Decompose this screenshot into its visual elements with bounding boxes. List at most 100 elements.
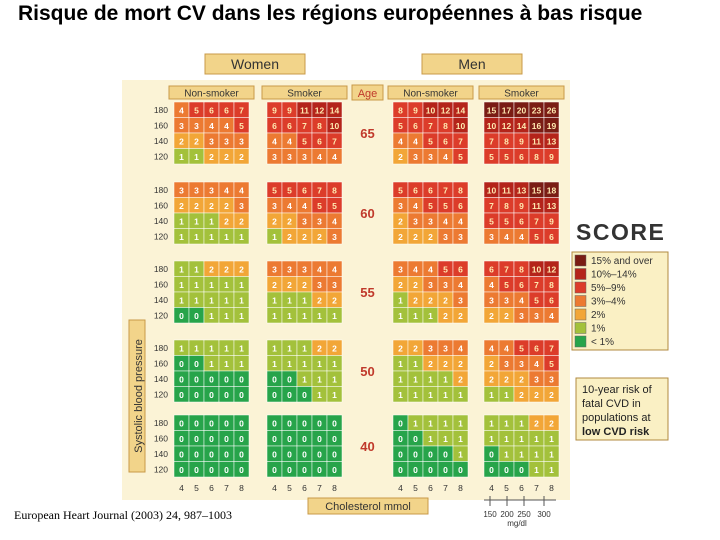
risk-cell-value: 0 bbox=[317, 434, 322, 444]
risk-cell-value: 0 bbox=[239, 465, 244, 475]
cholesterol-tick-label: 8 bbox=[549, 483, 554, 493]
risk-cell-value: 6 bbox=[458, 264, 463, 274]
risk-cell bbox=[233, 148, 250, 165]
risk-cell-value: 1 bbox=[398, 295, 403, 305]
risk-cell-value: 2 bbox=[519, 390, 524, 400]
xlabel-box bbox=[307, 497, 429, 515]
risk-cell-value: 6 bbox=[224, 105, 229, 115]
risk-cell-value: 0 bbox=[332, 449, 337, 459]
risk-cell-value: 0 bbox=[194, 359, 199, 369]
risk-cell-value: 3 bbox=[332, 280, 337, 290]
risk-cell-value: 2 bbox=[443, 295, 448, 305]
risk-cell-value: 1 bbox=[302, 343, 307, 353]
risk-cell-value: 7 bbox=[317, 185, 322, 195]
risk-cell-value: 3 bbox=[428, 280, 433, 290]
sbp-tick-label: 140 bbox=[154, 295, 168, 305]
risk-cell-value: 2 bbox=[489, 374, 494, 384]
risk-cell-value: 0 bbox=[194, 311, 199, 321]
risk-cell-value: 5 bbox=[504, 152, 509, 162]
risk-cell-value: 2 bbox=[534, 390, 539, 400]
risk-cell-value: 1 bbox=[428, 374, 433, 384]
risk-cell-value: 1 bbox=[458, 390, 463, 400]
smoking-header-2: Smoker bbox=[287, 89, 322, 100]
risk-cell-value: 0 bbox=[194, 418, 199, 428]
risk-cell-value: 3 bbox=[194, 185, 199, 195]
risk-cell-value: 12 bbox=[502, 121, 512, 131]
risk-cell-value: 1 bbox=[179, 280, 184, 290]
cholesterol-tick-label: 6 bbox=[209, 483, 214, 493]
risk-cell-value: 2 bbox=[224, 264, 229, 274]
risk-cell-value: 5 bbox=[443, 201, 448, 211]
risk-cell-value: 6 bbox=[549, 232, 554, 242]
risk-cell-value: 1 bbox=[194, 295, 199, 305]
risk-cell-value: 1 bbox=[209, 359, 214, 369]
risk-cell-value: 3 bbox=[272, 264, 277, 274]
risk-cell-value: 4 bbox=[302, 201, 307, 211]
risk-cell-value: 0 bbox=[302, 449, 307, 459]
risk-cell-value: 1 bbox=[272, 359, 277, 369]
legend-label: 15% and over bbox=[591, 256, 653, 267]
risk-cell-value: 0 bbox=[239, 449, 244, 459]
sbp-tick-label: 160 bbox=[154, 358, 168, 368]
sbp-tick-label: 120 bbox=[154, 231, 168, 241]
risk-cell-value: 11 bbox=[532, 136, 541, 146]
risk-cell-value: 1 bbox=[504, 434, 509, 444]
risk-cell-value: 0 bbox=[224, 465, 229, 475]
risk-cell-value: 0 bbox=[287, 449, 292, 459]
journal-reference: European Heart Journal (2003) 24, 987–10… bbox=[14, 508, 232, 522]
risk-cell-value: 0 bbox=[332, 418, 337, 428]
risk-cell-value: 5 bbox=[287, 185, 292, 195]
risk-cell-value: 3 bbox=[458, 232, 463, 242]
risk-cell-value: 4 bbox=[489, 343, 494, 353]
risk-cell bbox=[233, 461, 250, 478]
sex-header-men-box bbox=[421, 53, 523, 75]
slide-title: Risque de mort CV dans les régions europ… bbox=[18, 2, 643, 25]
risk-cell-value: 1 bbox=[194, 280, 199, 290]
risk-cell-value: 4 bbox=[239, 185, 244, 195]
risk-cell-value: 12 bbox=[547, 264, 557, 274]
risk-cell-value: 4 bbox=[179, 105, 184, 115]
risk-cell-value: 0 bbox=[332, 465, 337, 475]
risk-cell-value: 3 bbox=[287, 264, 292, 274]
risk-cell-value: 1 bbox=[317, 390, 322, 400]
risk-cell-value: 2 bbox=[458, 311, 463, 321]
risk-cell bbox=[452, 228, 469, 245]
y-axis-label: Systolic blood pressure bbox=[133, 339, 145, 453]
risk-cell-value: 3 bbox=[179, 121, 184, 131]
risk-cell bbox=[326, 461, 343, 478]
risk-cell-value: 2 bbox=[239, 216, 244, 226]
risk-cell-value: 1 bbox=[413, 311, 418, 321]
risk-cell-value: 0 bbox=[443, 465, 448, 475]
smoking-header-box-4 bbox=[478, 85, 565, 100]
cholesterol-tick-label: 5 bbox=[504, 483, 509, 493]
cholesterol-tick-label: 4 bbox=[272, 483, 277, 493]
risk-cell-value: 0 bbox=[302, 434, 307, 444]
risk-cell-value: 1 bbox=[302, 359, 307, 369]
risk-cell-value: 1 bbox=[549, 434, 554, 444]
risk-cell-value: 0 bbox=[398, 434, 403, 444]
mgdl-unit: mg/dl bbox=[507, 519, 527, 528]
risk-cell-value: 0 bbox=[272, 449, 277, 459]
sbp-tick-label: 140 bbox=[154, 374, 168, 384]
risk-cell-value: 6 bbox=[209, 105, 214, 115]
risk-cell-value: 11 bbox=[300, 105, 309, 115]
risk-cell-value: 0 bbox=[287, 374, 292, 384]
legend-label: 5%–9% bbox=[591, 283, 626, 294]
sbp-tick-label: 180 bbox=[154, 418, 168, 428]
risk-cell-value: 2 bbox=[179, 201, 184, 211]
risk-cell-value: 1 bbox=[443, 374, 448, 384]
risk-cell-value: 4 bbox=[549, 311, 554, 321]
risk-cell-value: 6 bbox=[317, 136, 322, 146]
risk-cell-value: 1 bbox=[489, 418, 494, 428]
risk-cell-value: 2 bbox=[398, 152, 403, 162]
risk-cell-value: 1 bbox=[224, 359, 229, 369]
risk-cell-value: 3 bbox=[398, 201, 403, 211]
legend-label: 3%–4% bbox=[591, 297, 626, 308]
risk-cell-value: 2 bbox=[224, 216, 229, 226]
legend-label: 2% bbox=[591, 310, 606, 321]
risk-cell-value: 1 bbox=[224, 343, 229, 353]
risk-cell-value: 3 bbox=[428, 343, 433, 353]
risk-cell-value: 0 bbox=[504, 465, 509, 475]
risk-cell-value: 5 bbox=[504, 280, 509, 290]
cholesterol-tick-label: 6 bbox=[428, 483, 433, 493]
